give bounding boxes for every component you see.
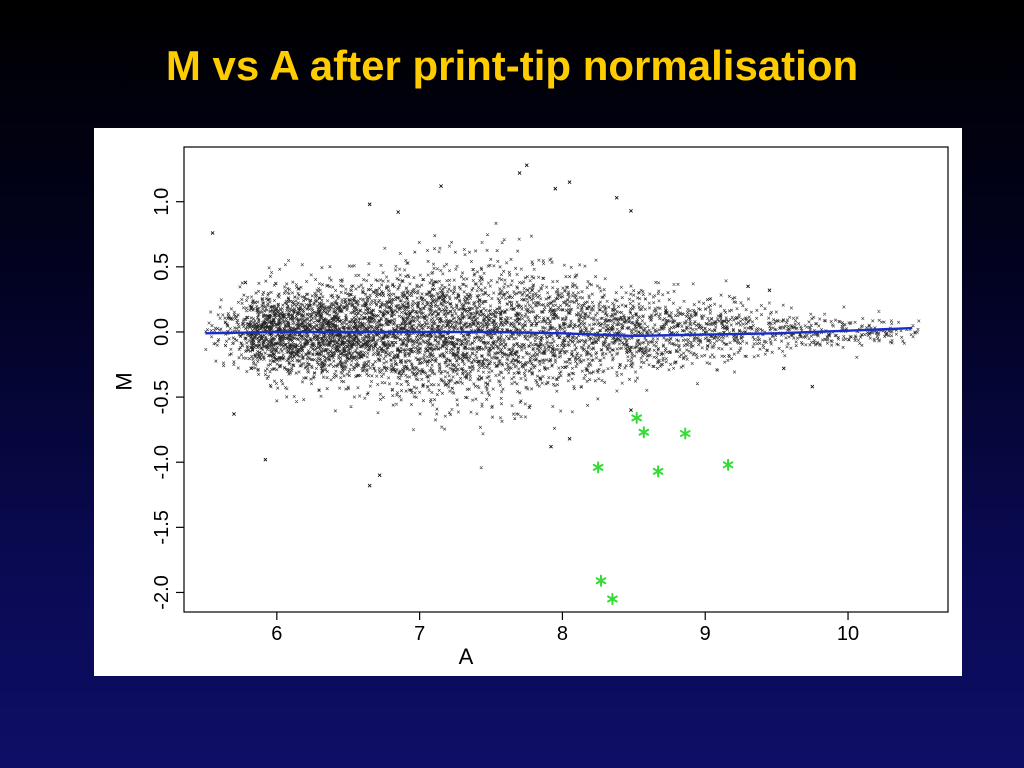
ma-scatter-plot: 6 7 8 9 10 -2.0 -1.5 -1.0 -0.5 0.0 0.5 1.0 A M <box>112 146 949 669</box>
y-tick-label: -1.0 <box>151 445 173 479</box>
slide-title: M vs A after print-tip normalisation <box>165 42 859 89</box>
outlier-point <box>377 473 382 478</box>
x-tick-label: 6 <box>271 623 282 645</box>
highlighted-spot <box>592 461 604 474</box>
outlier-point <box>629 208 633 213</box>
outlier-point <box>232 412 236 416</box>
x-tick-label: 9 <box>700 623 711 645</box>
y-tick-label: -2.0 <box>151 575 173 609</box>
outlier-point <box>249 366 254 371</box>
x-tick-label: 10 <box>837 623 859 645</box>
outlier-point <box>746 284 750 289</box>
highlighted-spot <box>595 574 607 587</box>
outlier-point <box>767 288 772 293</box>
outlier-point <box>367 202 372 207</box>
outlier-point <box>210 231 215 235</box>
highlighted-spot <box>638 426 650 439</box>
highlighted-spot <box>607 592 618 605</box>
outlier-point <box>263 457 268 462</box>
plot-panel: 6 7 8 9 10 -2.0 -1.5 -1.0 -0.5 0.0 0.5 1.0 A M <box>94 128 962 676</box>
data-point-marks <box>204 221 921 470</box>
y-tick-label: -0.5 <box>151 380 173 414</box>
highlighted-spot <box>722 458 734 471</box>
outlier-point <box>810 384 815 389</box>
highlighted-spot <box>631 411 643 424</box>
highlighted-spots <box>592 411 734 605</box>
outlier-point <box>549 444 553 449</box>
outlier-point <box>781 366 786 371</box>
outlier-point <box>567 436 572 441</box>
outlier-point <box>517 171 522 175</box>
x-axis: 6 7 8 9 10 <box>271 612 859 645</box>
x-tick-label: 7 <box>414 623 425 645</box>
outlier-point <box>614 195 619 200</box>
y-tick-label: 0.0 <box>151 318 173 346</box>
outlier-point <box>567 180 572 185</box>
y-tick-label: -1.5 <box>151 510 173 544</box>
y-tick-label: 1.0 <box>151 188 173 216</box>
highlighted-spot <box>652 465 664 478</box>
y-axis: -2.0 -1.5 -1.0 -0.5 0.0 0.5 1.0 <box>151 188 184 610</box>
y-axis-title: M <box>112 372 137 390</box>
x-tick-label: 8 <box>557 623 568 645</box>
outlier-points <box>210 163 815 488</box>
y-tick-label: 0.5 <box>151 253 173 281</box>
outlier-point <box>243 280 248 285</box>
outlier-point <box>396 210 401 215</box>
normalisation-fit-line <box>205 326 913 338</box>
plot-frame <box>183 146 949 613</box>
outlier-point <box>629 408 633 412</box>
data-point-cloud <box>204 221 921 470</box>
outlier-point <box>553 186 558 191</box>
x-axis-title: A <box>459 644 474 669</box>
highlighted-spot <box>679 427 691 440</box>
outlier-point <box>367 483 372 488</box>
outlier-point <box>439 184 443 188</box>
outlier-point <box>524 163 529 168</box>
